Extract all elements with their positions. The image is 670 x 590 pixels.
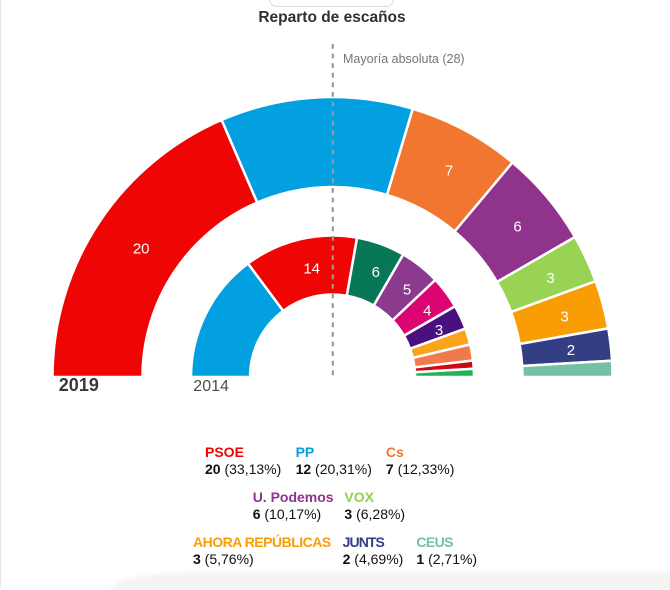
svg-text:20: 20	[133, 240, 150, 257]
svg-text:3: 3	[435, 322, 443, 339]
svg-text:6: 6	[372, 264, 380, 281]
svg-text:7: 7	[445, 163, 453, 180]
svg-text:4: 4	[423, 303, 431, 320]
svg-text:3: 3	[546, 270, 554, 287]
svg-text:5: 5	[403, 282, 411, 299]
svg-text:14: 14	[303, 260, 320, 277]
svg-text:2: 2	[567, 342, 575, 359]
svg-text:6: 6	[513, 218, 521, 235]
svg-text:3: 3	[560, 309, 568, 326]
